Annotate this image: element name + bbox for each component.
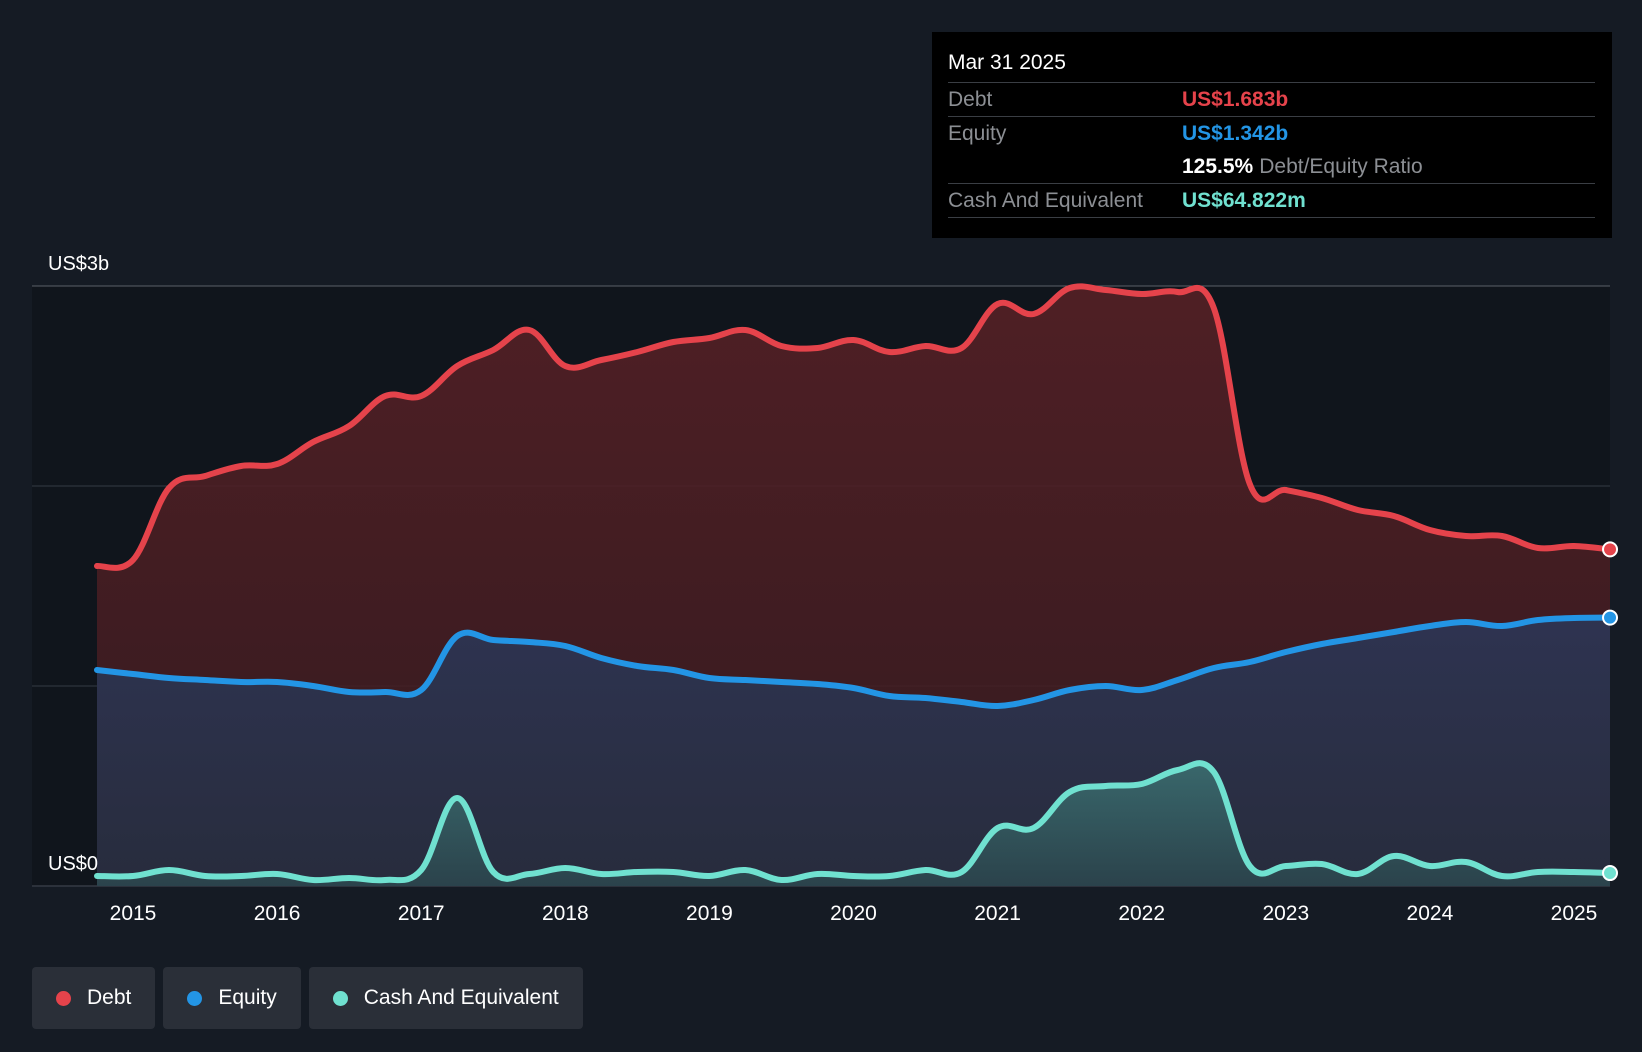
tooltip-row-equity: Equity US$1.342b	[948, 116, 1595, 150]
x-tick-label: 2020	[830, 902, 877, 925]
tooltip-row-debt: Debt US$1.683b	[948, 82, 1595, 116]
tooltip-row-ratio: 125.5% Debt/Equity Ratio	[948, 150, 1595, 183]
tooltip-equity-value: US$1.342b	[1182, 121, 1289, 145]
series-lines	[94, 283, 1613, 884]
x-tick-label: 2018	[542, 902, 589, 925]
y-axis-max-label: US$3b	[48, 253, 109, 275]
x-tick-label: 2024	[1407, 902, 1454, 925]
legend-item-debt[interactable]: Debt	[32, 967, 156, 1029]
tooltip-date: Mar 31 2025	[948, 51, 1066, 74]
tooltip-equity-label: Equity	[948, 121, 1007, 145]
tooltip-ratio-value: 125.5%	[1182, 154, 1254, 178]
legend-item-equity[interactable]: Equity	[163, 967, 301, 1029]
x-tick-label: 2022	[1118, 902, 1165, 925]
equity-line	[94, 614, 1613, 710]
legend-cash-label: Cash And Equivalent	[363, 986, 559, 1009]
tooltip-ratio-label: Debt/Equity Ratio	[1259, 154, 1423, 178]
debt-dot-icon	[56, 990, 71, 1006]
equity-dot-icon	[187, 990, 203, 1006]
y-axis-min-label: US$0	[48, 853, 98, 875]
x-tick-label: 2019	[686, 902, 733, 925]
x-tick-label: 2017	[398, 902, 445, 925]
x-tick-label: 2025	[1551, 902, 1598, 925]
tooltip-row-cash: Cash And Equivalent US$64.822m	[948, 183, 1595, 218]
debt-line	[94, 283, 1613, 571]
chart-legend: Debt Equity Cash And Equivalent	[32, 967, 583, 1029]
series-end-markers	[1602, 541, 1619, 882]
legend-item-cash[interactable]: Cash And Equivalent	[308, 967, 583, 1029]
cash-line	[94, 760, 1613, 884]
legend-debt-label: Debt	[87, 986, 132, 1009]
x-tick-label: 2023	[1262, 902, 1309, 925]
cash-dot-icon	[332, 990, 348, 1006]
x-tick-label: 2021	[974, 902, 1021, 925]
data-tooltip: Mar 31 2025 Debt US$1.683b Equity US$1.3…	[932, 32, 1612, 238]
tooltip-debt-value: US$1.683b	[1182, 87, 1289, 111]
tooltip-debt-label: Debt	[948, 87, 993, 111]
x-tick-label: 2015	[110, 902, 157, 925]
cash-end-marker	[1602, 865, 1619, 882]
debt-end-marker	[1602, 541, 1619, 558]
legend-equity-label: Equity	[218, 986, 277, 1009]
equity-end-marker	[1602, 609, 1619, 626]
tooltip-cash-label: Cash And Equivalent	[948, 188, 1143, 212]
x-tick-label: 2016	[254, 902, 301, 925]
x-axis-ticks: 2015 2016 2017 2018 2019 2020 2021 2022 2023 2024…	[110, 902, 1598, 925]
tooltip-cash-value: US$64.822m	[1182, 188, 1306, 212]
cash-area	[97, 763, 1610, 886]
